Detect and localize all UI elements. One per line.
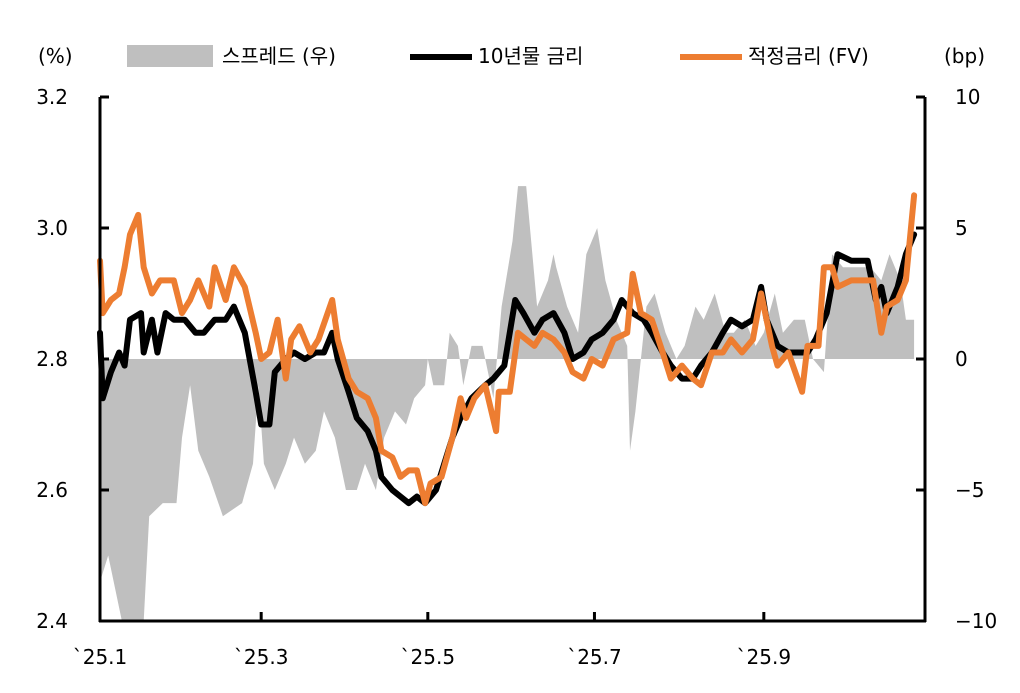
legend-label-fv: 적정금리 (FV) bbox=[748, 44, 869, 68]
left-tick-label: 2.8 bbox=[36, 347, 68, 371]
left-tick-label: 3.2 bbox=[36, 85, 68, 109]
right-tick-label: 0 bbox=[955, 347, 968, 371]
legend-label-spread: 스프레드 (우) bbox=[222, 44, 336, 68]
legend: 스프레드 (우) 10년물 금리 적정금리 (FV) bbox=[127, 44, 869, 68]
legend-swatch-spread bbox=[127, 45, 213, 67]
left-tick-label: 2.4 bbox=[36, 609, 68, 633]
right-tick-label: −10 bbox=[955, 609, 997, 633]
right-axis-unit: (bp) bbox=[944, 44, 985, 68]
right-tick-label: 10 bbox=[955, 85, 980, 109]
right-tick-label: −5 bbox=[955, 478, 984, 502]
left-tick-label: 3.0 bbox=[36, 216, 68, 240]
x-tick-label: `25.5 bbox=[401, 645, 456, 669]
right-tick-label: 5 bbox=[955, 216, 968, 240]
legend-label-10y: 10년물 금리 bbox=[478, 44, 583, 68]
left-tick-label: 2.6 bbox=[36, 478, 68, 502]
x-tick-label: `25.1 bbox=[73, 645, 128, 669]
spread-area bbox=[100, 186, 915, 621]
left-axis-unit: (%) bbox=[38, 44, 73, 68]
x-tick-label: `25.9 bbox=[737, 645, 792, 669]
x-tick-label: `25.7 bbox=[567, 645, 622, 669]
fair-value-line bbox=[97, 192, 918, 507]
x-tick-label: `25.3 bbox=[234, 645, 289, 669]
